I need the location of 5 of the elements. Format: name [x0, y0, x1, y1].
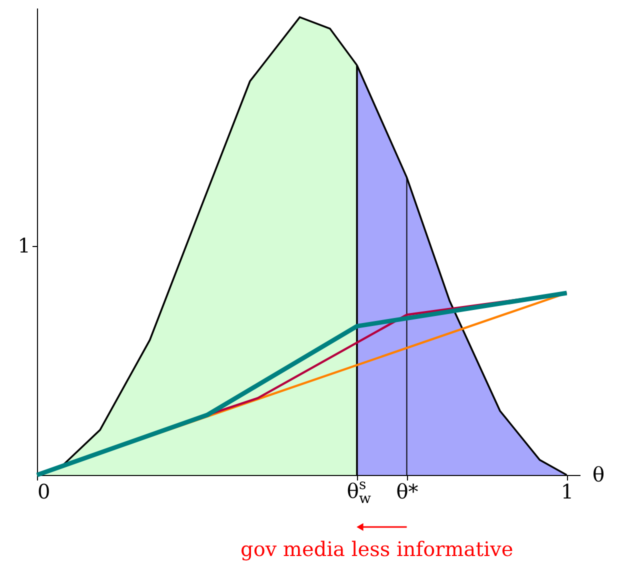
x-tick-label: θ*: [396, 480, 418, 504]
x-axis-title: θ: [592, 462, 605, 486]
x-tick-label: 1: [560, 480, 574, 504]
x-tick-label: 0: [38, 480, 50, 504]
text: gov media less informative: [240, 537, 514, 561]
